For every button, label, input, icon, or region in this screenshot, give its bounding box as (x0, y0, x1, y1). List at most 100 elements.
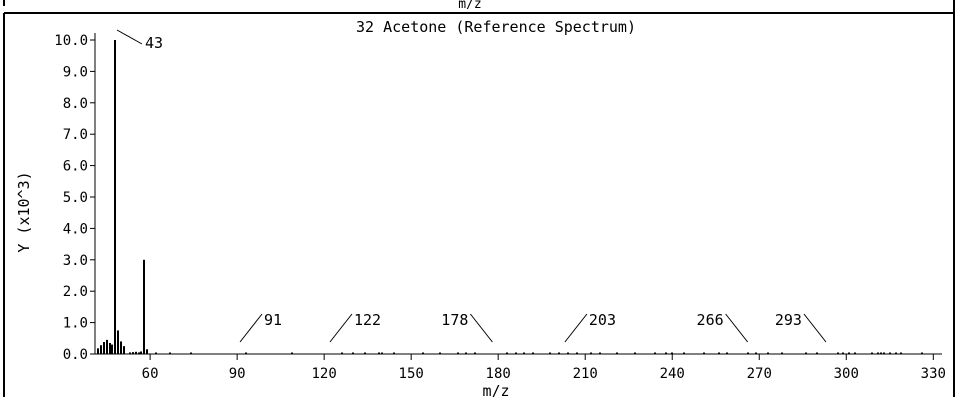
spectrum-peak (883, 352, 885, 354)
annotation-leader (470, 313, 493, 343)
spectrum-peak (877, 352, 879, 354)
spectrum-peak (132, 352, 134, 354)
spectrum-peak (393, 352, 395, 354)
spectrum-peak (895, 352, 897, 354)
annotation-label: 91 (264, 311, 282, 329)
spectrum-peak (146, 349, 148, 354)
spectrum-peak (781, 352, 783, 354)
spectrum-peak (106, 339, 108, 354)
spectrum-peak (114, 40, 116, 354)
spectrum-peak (515, 352, 517, 354)
x-tick-label: 180 (486, 366, 511, 382)
spectrum-peak (129, 352, 131, 354)
spectrum-peak (590, 352, 592, 354)
spectrum-peak (341, 352, 343, 354)
spectrum-peak (880, 352, 882, 354)
spectrum-peak (599, 352, 601, 354)
spectrum-peak (848, 352, 850, 354)
y-tick-label: 1.0 (63, 316, 88, 332)
y-tick-label: 6.0 (63, 159, 88, 175)
spectrum-peak (703, 352, 705, 354)
spectrum-peak (190, 352, 192, 354)
spectrum-peak (576, 352, 578, 354)
x-tick-label: 120 (312, 366, 337, 382)
annotation-label: 43 (145, 34, 163, 52)
spectrum-peak (523, 352, 525, 354)
spectrum-peak (138, 352, 140, 354)
spectrum-peak (155, 352, 157, 354)
y-tick-label: 10.0 (54, 33, 88, 49)
spectrum-peak (532, 352, 534, 354)
top-partial-label: m/z (458, 0, 481, 12)
spectrum-peak (135, 351, 137, 354)
spectrum-peak (100, 345, 102, 354)
spectrum-peak (465, 352, 467, 354)
spectrum-peak (506, 352, 508, 354)
spectrum-peak (889, 352, 891, 354)
spectrum-peak (549, 352, 551, 354)
spectrum-peak (654, 352, 656, 354)
annotation-label: 266 (697, 311, 724, 329)
spectrum-peak (120, 341, 122, 354)
spectrum-peak (352, 352, 354, 354)
y-tick-label: 2.0 (63, 284, 88, 300)
y-tick-label: 7.0 (63, 127, 88, 143)
spectrum-peak (140, 351, 142, 354)
spectrum-peak (567, 352, 569, 354)
y-tick-label: 3.0 (63, 253, 88, 269)
spectrum-peak (900, 352, 902, 354)
spectrum-peak (111, 344, 113, 354)
y-tick-label: 5.0 (63, 190, 88, 206)
annotation-label: 122 (354, 311, 381, 329)
annotation-label: 203 (589, 311, 616, 329)
spectrum-peak (439, 352, 441, 354)
y-tick-label: 4.0 (63, 221, 88, 237)
spectrum-peak (665, 352, 667, 354)
spectrum-peak (871, 352, 873, 354)
spectrum-peak (634, 352, 636, 354)
y-tick-label: 9.0 (63, 64, 88, 80)
spectrum-peak (169, 352, 171, 354)
annotation-leader (725, 313, 749, 343)
spectrum-peak (718, 352, 720, 354)
x-tick-label: 240 (660, 366, 685, 382)
y-tick-label: 8.0 (63, 96, 88, 112)
spectrum-peak (364, 352, 366, 354)
annotation-label: 178 (441, 311, 468, 329)
annotation-leader (239, 313, 263, 343)
spectrum-peak (755, 352, 757, 354)
annotation-leader (116, 29, 143, 45)
spectrum-peak (143, 259, 145, 354)
x-tick-label: 90 (229, 366, 246, 382)
spectrum-peak (103, 342, 105, 354)
spectrum-peak (109, 343, 111, 354)
spectrum-peak (97, 348, 99, 354)
spectrum-peak (474, 352, 476, 354)
spectrum-peak (457, 352, 459, 354)
spectrum-peak (816, 352, 818, 354)
spectrum-peak (558, 352, 560, 354)
spectrum-peak (245, 352, 247, 354)
spectrum-peak (422, 352, 424, 354)
spectrum-peak (854, 352, 856, 354)
spectrum-peak (726, 352, 728, 354)
x-axis-label: m/z (482, 382, 509, 397)
spectrum-peak (378, 352, 380, 354)
x-tick-label: 210 (573, 366, 598, 382)
spectrum-peak (671, 352, 673, 354)
annotation-leader (329, 313, 353, 343)
x-tick-label: 60 (142, 366, 159, 382)
spectrum-peak (805, 352, 807, 354)
spectrum-peak (117, 330, 119, 354)
y-tick-label: 0.0 (63, 347, 88, 363)
x-tick-label: 270 (747, 366, 772, 382)
spectrum-peak (381, 352, 383, 354)
spectrum-peak (123, 346, 125, 354)
chart-title: 32 Acetone (Reference Spectrum) (356, 18, 636, 36)
x-tick-label: 150 (399, 366, 424, 382)
spectrum-peak (767, 352, 769, 354)
spectrum-peak (747, 352, 749, 354)
annotation-label: 293 (775, 311, 802, 329)
spectrum-peak (842, 352, 844, 354)
